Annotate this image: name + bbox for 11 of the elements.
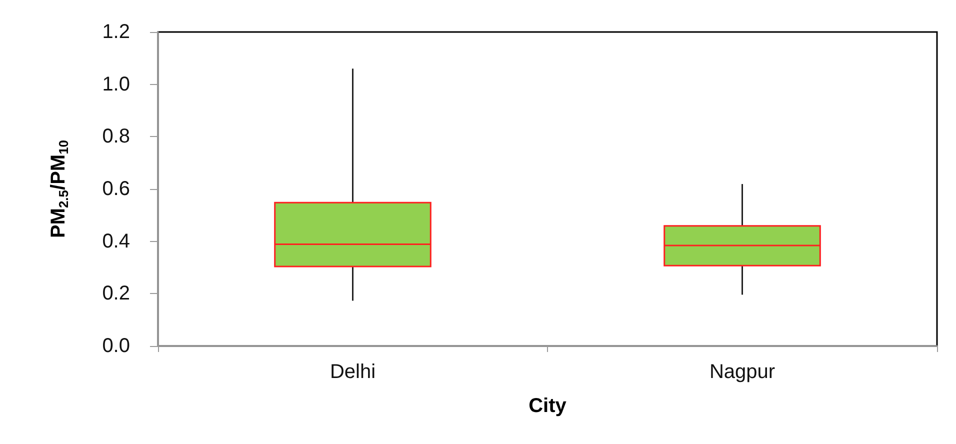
x-tick-label: Delhi [330,361,376,383]
y-tick-label: 1.0 [102,73,130,96]
x-axis-title: City [528,395,568,417]
y-tick-label: 0.6 [102,178,130,200]
y-tick-label: 0.0 [102,335,130,357]
y-tick-label: 0.2 [102,282,130,305]
y-axis-title: PM2.5/PM10 [48,140,71,238]
y-tick-label: 1.2 [102,21,130,43]
y-tick-label: 0.4 [102,230,130,252]
x-tick-label: Nagpur [709,361,776,383]
y-tick-label: 0.8 [102,126,130,148]
